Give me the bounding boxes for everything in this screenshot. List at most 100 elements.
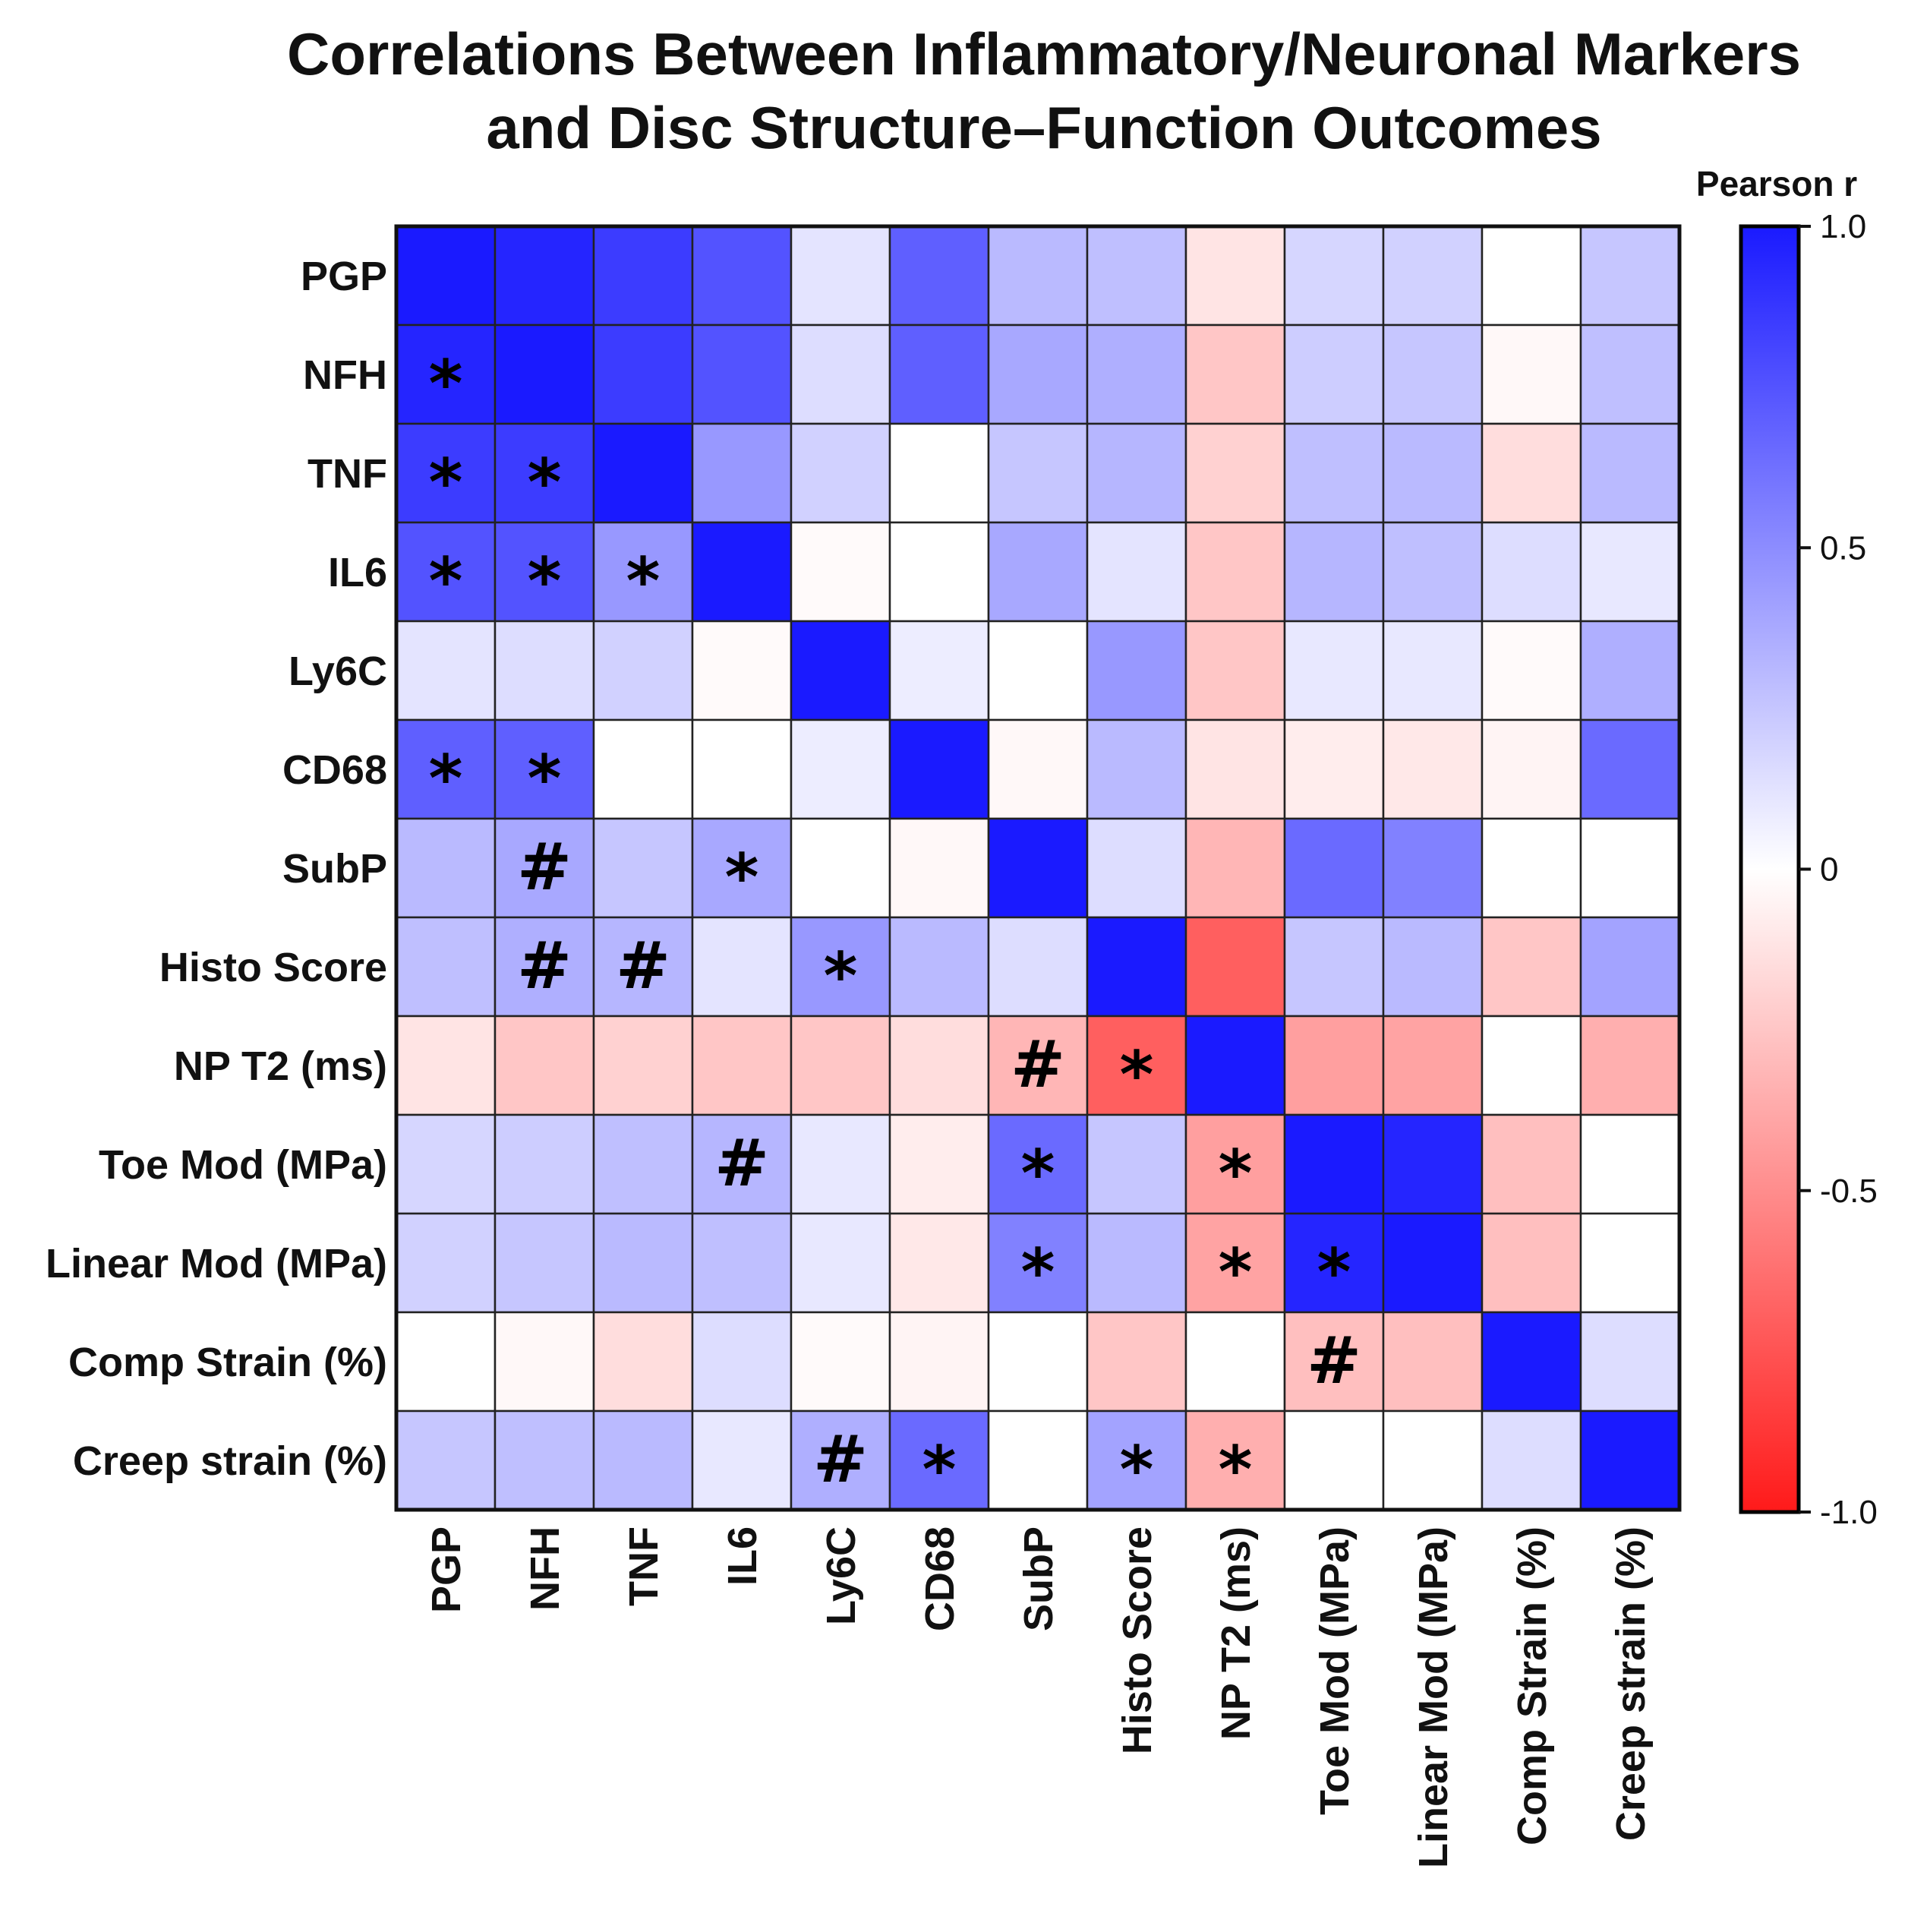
heatmap-cell-np-t2-ms-comp-strain [1481,1015,1582,1116]
significance-asterisk: * [1219,1136,1253,1212]
heatmap-cell-linear-mod-mpa-toe-mod-mpa [1283,1212,1385,1314]
column-label-nfh: NFH [522,1526,568,1611]
heatmap-cell-tnf-creep-strain [1579,422,1681,524]
column-label-np-t2-ms: NP T2 (ms) [1213,1526,1259,1740]
row-labels: PGP NFH TNF IL6 Ly6C CD68 SubP Histo Score NP T2… [46,254,387,1484]
heatmap-cell-toe-mod-mpa-cd68 [888,1113,990,1215]
heatmap-cell-linear-mod-mpa-comp-strain [1481,1212,1582,1314]
row-label-ly6c: Ly6C [289,649,387,694]
row-label-toe-mod-mpa: Toe Mod (MPa) [99,1142,387,1188]
heatmap-cell-cd68-cd68 [888,718,990,820]
heatmap-cell-il6-linear-mod-mpa [1382,521,1484,623]
column-labels: PGP NFH TNF IL6 Ly6C CD68 SubP Histo Score NP T2… [424,1526,1654,1868]
heatmap-cell-toe-mod-mpa-histo-score [1086,1113,1187,1215]
significance-asterisk: * [429,346,463,422]
heatmap-cell-np-t2-ms-ly6c [790,1015,891,1116]
heatmap-cell-linear-mod-mpa-np-t2-ms [1184,1212,1286,1314]
heatmap-cell-il6-cd68 [888,521,990,623]
heatmap-cell-comp-strain-subp [987,1311,1089,1413]
heatmap-cell-ly6c-tnf [592,620,694,721]
significance-hash: # [517,829,572,905]
colorbar-tick-label: 0 [1820,851,1838,889]
significance-asterisk: * [725,840,759,916]
heatmap-cell-creep-strain-linear-mod-mpa [1382,1410,1484,1511]
heatmap-cell-pgp-pgp [395,225,497,327]
heatmap-cell-il6-subp [987,521,1089,623]
heatmap-cell-histo-score-creep-strain [1579,916,1681,1018]
heatmap-cell-toe-mod-mpa-nfh [494,1113,595,1215]
heatmap-cell-il6-il6 [691,521,793,623]
heatmap-cell-nfh-creep-strain [1579,324,1681,425]
heatmap-cell-pgp-subp [987,225,1089,327]
colorbar-tick-label: 0.5 [1820,529,1866,567]
chart-title-line-1: Correlations Between Inflammatory/Neuron… [287,21,1801,87]
significance-marks: * * * * * * * * # * # # * # * # * * * * * # # * * * [429,346,1362,1508]
significance-asterisk: * [528,544,562,620]
heatmap-cell-subp-cd68 [888,817,990,919]
heatmap-cell-pgp-comp-strain [1481,225,1582,327]
heatmap-cell-histo-score-tnf [592,916,694,1018]
heatmap-cell-ly6c-nfh [494,620,595,721]
colorbar: Pearson r 1.0 0.5 0 -0.5 -1.0 [1696,164,1878,1531]
significance-asterisk: * [1021,1136,1055,1212]
heatmap-cell-toe-mod-mpa-np-t2-ms [1184,1113,1286,1215]
heatmap-cell-nfh-toe-mod-mpa [1283,324,1385,425]
heatmap-cell-creep-strain-ly6c [790,1410,891,1511]
heatmap-cell-comp-strain-tnf [592,1311,694,1413]
heatmap-cell-il6-ly6c [790,521,891,623]
heatmap-cell-toe-mod-mpa-comp-strain [1481,1113,1582,1215]
heatmap-cell-tnf-nfh [494,422,595,524]
heatmap-cell-pgp-linear-mod-mpa [1382,225,1484,327]
heatmap-cell-comp-strain-np-t2-ms [1184,1311,1286,1413]
column-label-tnf: TNF [621,1526,667,1606]
heatmap-cell-tnf-il6 [691,422,793,524]
heatmap-cell-tnf-subp [987,422,1089,524]
heatmap-cell-cd68-ly6c [790,718,891,820]
row-label-nfh: NFH [303,352,387,398]
heatmap-cell-nfh-linear-mod-mpa [1382,324,1484,425]
heatmap-cell-il6-np-t2-ms [1184,521,1286,623]
significance-asterisk: * [528,741,562,817]
heatmap-cell-histo-score-toe-mod-mpa [1283,916,1385,1018]
heatmap-cell-subp-tnf [592,817,694,919]
significance-hash: # [616,928,670,1004]
heatmap-cell-histo-score-histo-score [1086,916,1187,1018]
heatmap-cell-ly6c-np-t2-ms [1184,620,1286,721]
heatmap-cell-toe-mod-mpa-il6 [691,1113,793,1215]
heatmap-cell-creep-strain-tnf [592,1410,694,1511]
heatmap-cell-tnf-comp-strain [1481,422,1582,524]
heatmap-cell-pgp-creep-strain [1579,225,1681,327]
heatmap-cell-creep-strain-histo-score [1086,1410,1187,1511]
heatmap-cell-nfh-comp-strain [1481,324,1582,425]
heatmap-cell-histo-score-cd68 [888,916,990,1018]
heatmap-cell-linear-mod-mpa-nfh [494,1212,595,1314]
heatmap-cell-tnf-linear-mod-mpa [1382,422,1484,524]
column-label-toe-mod-mpa: Toe Mod (MPa) [1312,1526,1358,1815]
heatmap-cell-pgp-ly6c [790,225,891,327]
heatmap-cell-creep-strain-nfh [494,1410,595,1511]
heatmap-cell-subp-creep-strain [1579,817,1681,919]
heatmap-cell-nfh-pgp [395,324,497,425]
heatmap-cell-comp-strain-comp-strain [1481,1311,1582,1413]
heatmap-cell-nfh-histo-score [1086,324,1187,425]
significance-hash: # [1011,1027,1065,1103]
significance-asterisk: * [1120,1432,1154,1508]
heatmap-cell-histo-score-pgp [395,916,497,1018]
heatmap-cell-toe-mod-mpa-ly6c [790,1113,891,1215]
row-label-tnf: TNF [307,451,387,497]
heatmap-cell-creep-strain-pgp [395,1410,497,1511]
row-label-comp-strain: Comp Strain (%) [68,1340,387,1385]
heatmap-cell-ly6c-pgp [395,620,497,721]
heatmap-cell-subp-histo-score [1086,817,1187,919]
heatmap-cell-ly6c-ly6c [790,620,891,721]
heatmap-cell-cd68-il6 [691,718,793,820]
heatmap-cell-pgp-tnf [592,225,694,327]
heatmap-cell-ly6c-histo-score [1086,620,1187,721]
significance-asterisk: * [429,544,463,620]
heatmap-cell-histo-score-subp [987,916,1089,1018]
heatmap-cell-pgp-np-t2-ms [1184,225,1286,327]
heatmap-cell-il6-toe-mod-mpa [1283,521,1385,623]
heatmap-cell-subp-toe-mod-mpa [1283,817,1385,919]
heatmap-cell-subp-ly6c [790,817,891,919]
